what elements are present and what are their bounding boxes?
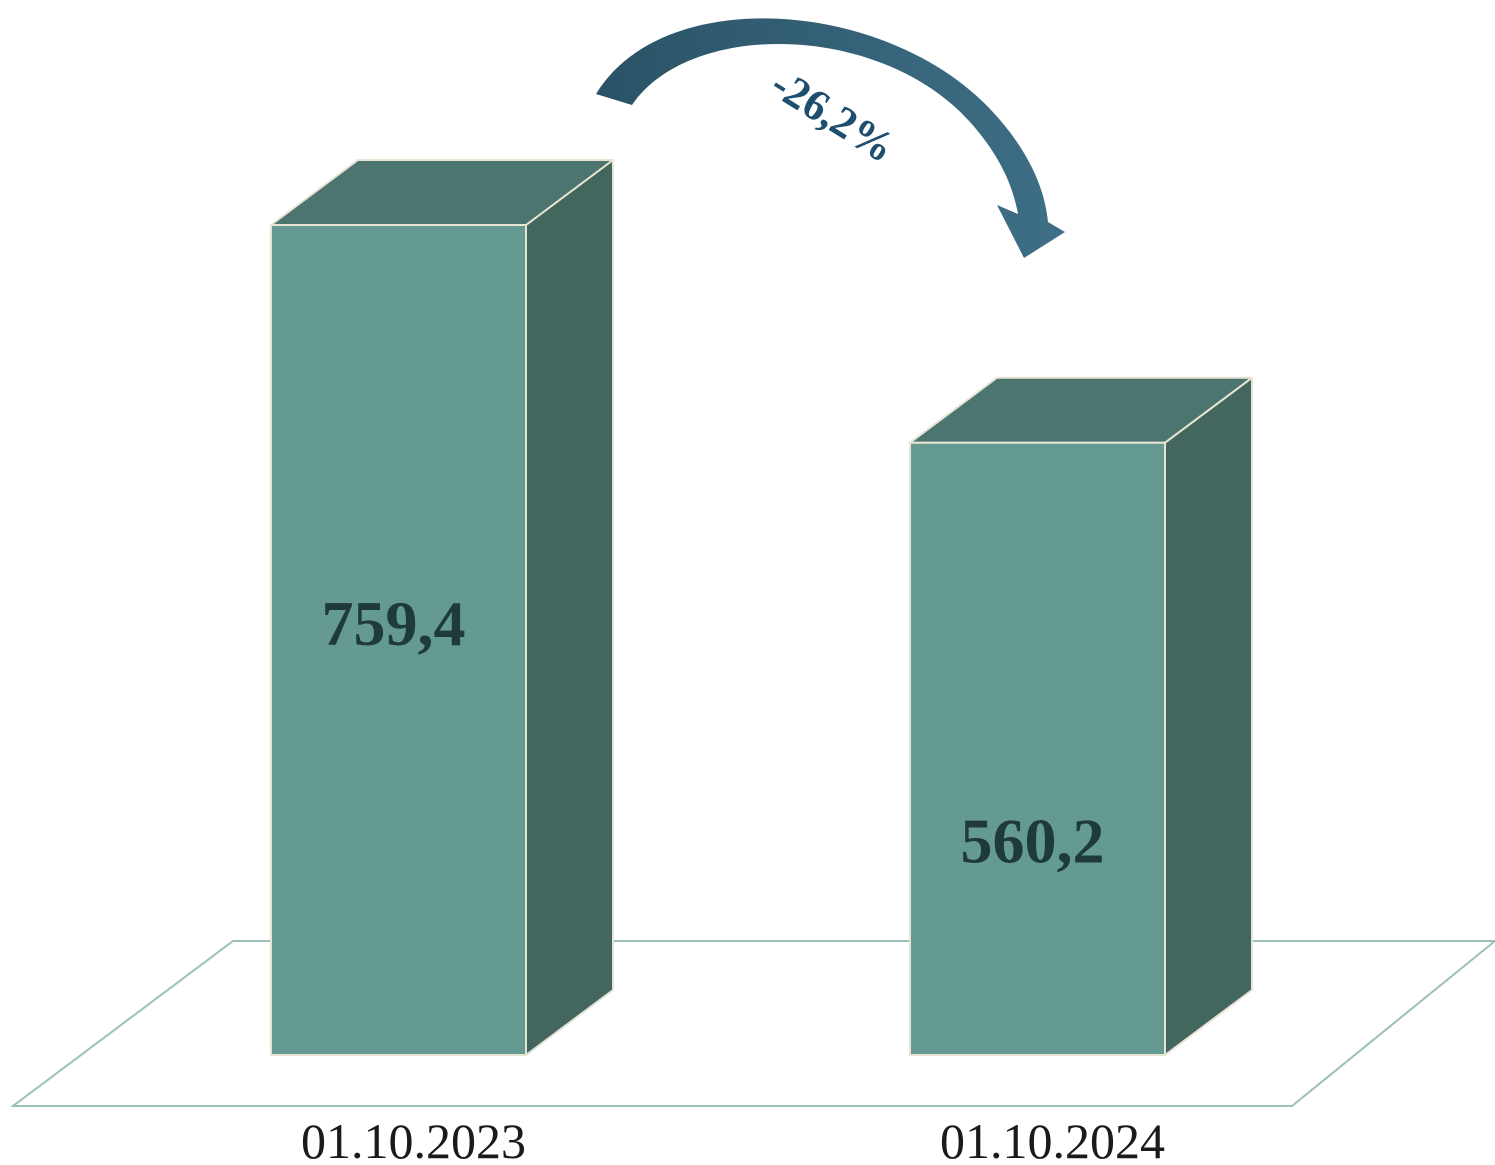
x-tick-label: 01.10.2024 — [940, 1113, 1165, 1165]
data-label: 560,2 — [961, 806, 1105, 877]
change-arrow-icon — [596, 18, 1065, 258]
chart-floor — [10, 940, 1495, 1107]
data-label: 759,4 — [322, 588, 466, 659]
bars-group: 759,4 560,2 — [270, 159, 1253, 1056]
x-axis-ticks: 01.10.2023 01.10.2024 — [301, 1113, 1165, 1165]
bar-front — [909, 441, 1166, 1056]
bar-side — [1164, 376, 1253, 1056]
bar: 560,2 — [909, 376, 1253, 1056]
bar-side — [525, 159, 614, 1056]
change-percent-label: -26,2% — [763, 59, 904, 172]
bar: 759,4 — [270, 159, 614, 1056]
bar-front — [270, 224, 527, 1056]
x-tick-label: 01.10.2023 — [301, 1113, 526, 1165]
